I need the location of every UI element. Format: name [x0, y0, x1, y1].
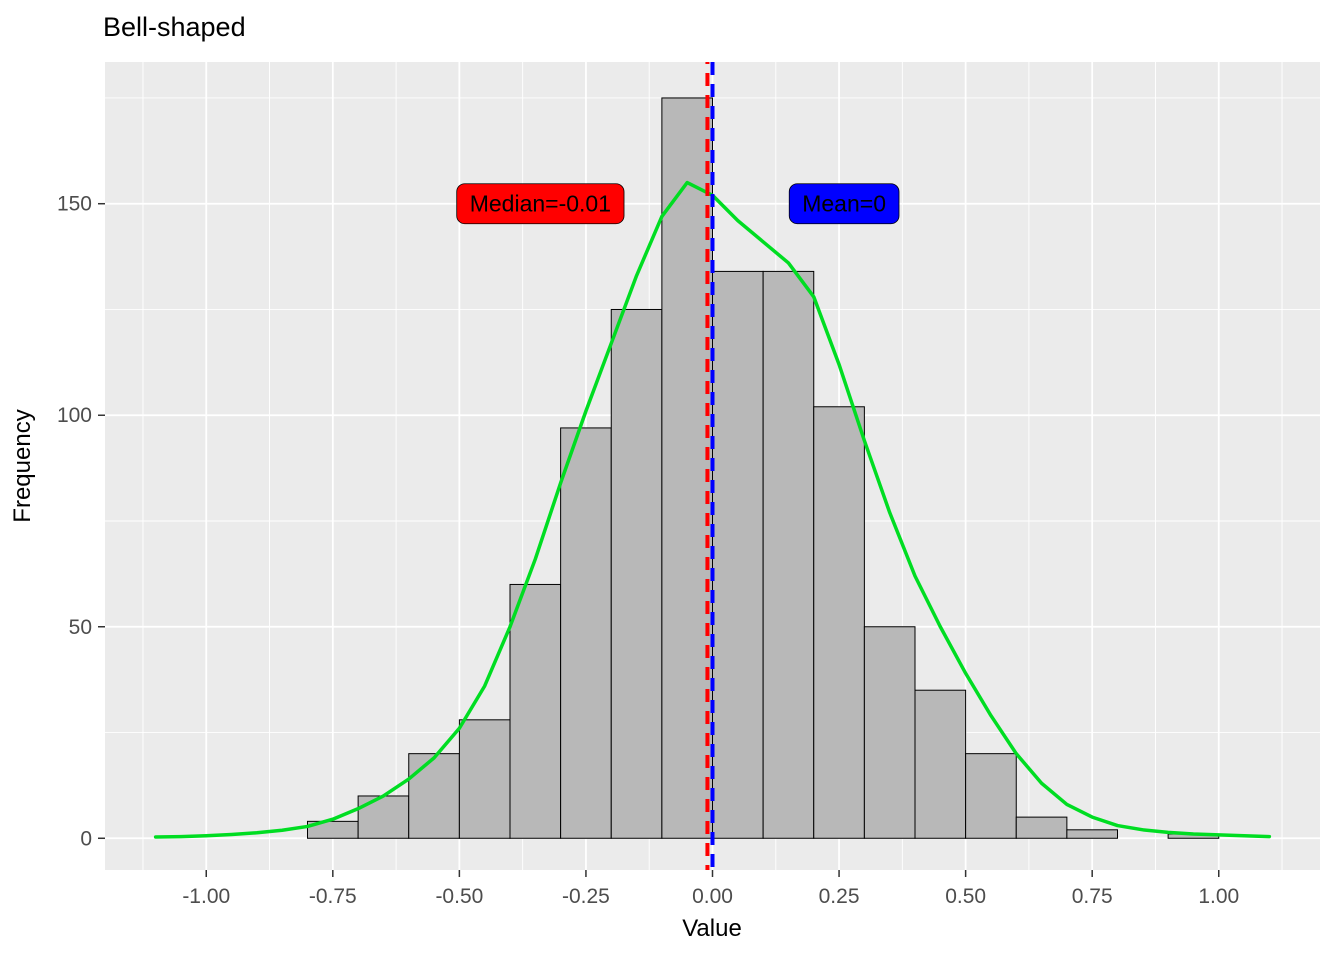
histogram-bar — [712, 270, 764, 839]
median-label-text: Median=-0.01 — [470, 191, 611, 217]
x-axis-label: Value — [682, 915, 742, 942]
x-tick-label: -0.50 — [435, 885, 483, 908]
histogram-bar — [1066, 829, 1118, 839]
x-tick-label: 0.50 — [945, 885, 986, 908]
y-tick-label: 150 — [57, 193, 92, 216]
x-tick-label: 1.00 — [1198, 885, 1239, 908]
x-tick-label: 0.00 — [692, 885, 733, 908]
histogram-bar — [914, 689, 967, 839]
histogram-bar — [408, 753, 460, 839]
y-axis-label: Frequency — [9, 409, 36, 522]
y-tick-label: 0 — [80, 827, 92, 850]
y-tick-label: 50 — [69, 616, 92, 639]
histogram-bar — [357, 795, 410, 839]
x-tick-label: -0.75 — [309, 885, 357, 908]
median-label-box — [456, 183, 625, 225]
x-tick-label: 0.25 — [819, 885, 860, 908]
mean-label-box — [788, 183, 900, 225]
histogram-bar — [813, 406, 865, 839]
histogram-bar — [762, 270, 815, 839]
y-tick-label: 100 — [57, 404, 92, 427]
histogram-bar — [610, 308, 663, 839]
histogram-bar — [560, 427, 612, 839]
histogram-bar — [863, 626, 916, 839]
x-tick-label: -1.00 — [182, 885, 230, 908]
x-tick-label: 0.75 — [1072, 885, 1113, 908]
chart-title: Bell-shaped — [103, 12, 246, 42]
x-tick-label: -0.25 — [562, 885, 610, 908]
panel-layer: -1.00 -0.75 -0.50 -0.25 0.00 0.25 0.50 0.75 1.00… — [57, 62, 1320, 908]
histogram-bar — [458, 719, 511, 839]
histogram-bar — [965, 753, 1017, 839]
mean-label-text: Mean=0 — [802, 191, 886, 217]
histogram-bar — [509, 583, 562, 839]
histogram-bar — [1015, 816, 1068, 839]
